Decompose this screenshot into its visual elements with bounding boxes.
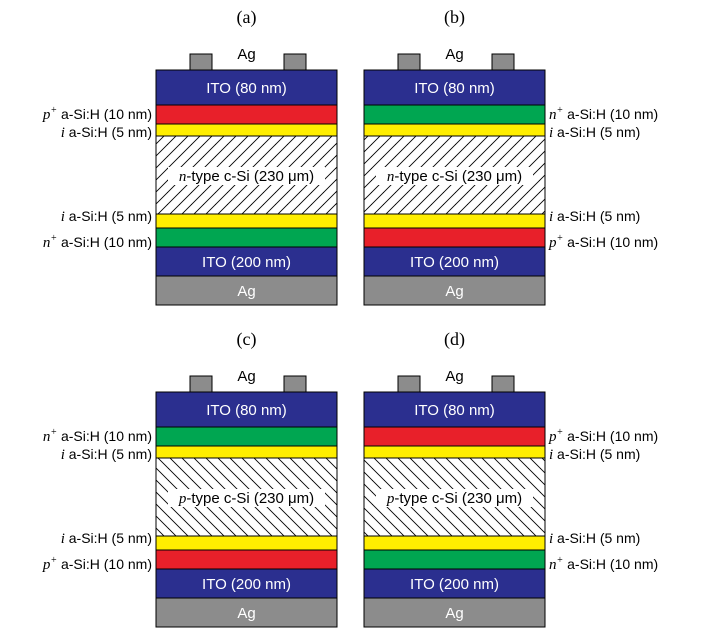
top-ito-label: ITO (80 nm)	[206, 80, 287, 97]
top-asi-layer	[155, 123, 338, 137]
top-asi-layer	[155, 104, 338, 125]
bottom-ag-layer	[155, 597, 338, 628]
bottom-ag-layer	[155, 275, 338, 306]
layer-side-label: i a-Si:H (5 nm)	[61, 530, 152, 547]
bottom-ito-layer	[363, 246, 546, 277]
bottom-asi-layer	[155, 213, 338, 229]
layer-side-label: n+ a-Si:H (10 nm)	[549, 105, 658, 123]
layer-side-label: p+ a-Si:H (10 nm)	[42, 555, 152, 573]
bottom-asi-layer	[363, 549, 546, 570]
bottom-ito-label: ITO (200 nm)	[410, 254, 499, 271]
ag-contact-label: Ag	[445, 368, 463, 385]
bottom-ito-label: ITO (200 nm)	[202, 254, 291, 271]
top-ito-layer	[155, 69, 338, 106]
layer-side-label: i a-Si:H (5 nm)	[549, 124, 640, 141]
wafer-label-bg	[168, 489, 325, 507]
panel-c: (c) Ag ITO (80 nm) p-type c-Si (230 μm) ITO …	[42, 329, 338, 628]
layer-side-label: n+ a-Si:H (10 nm)	[43, 233, 152, 251]
layer-side-label: i a-Si:H (5 nm)	[61, 208, 152, 225]
ag-finger-contact	[283, 375, 307, 393]
layer-side-label: i a-Si:H (5 nm)	[549, 530, 640, 547]
wafer-label: n-type c-Si (230 μm)	[387, 168, 522, 185]
panel-b: (b) Ag ITO (80 nm) n-type c-Si (230 μm) ITO …	[363, 7, 658, 306]
bottom-asi-layer	[155, 535, 338, 551]
bottom-ag-label: Ag	[445, 283, 463, 300]
top-asi-layer	[363, 426, 546, 447]
bottom-asi-layer	[363, 227, 546, 248]
wafer-label: p-type c-Si (230 μm)	[386, 490, 522, 507]
layer-side-label: i a-Si:H (5 nm)	[549, 446, 640, 463]
top-asi-layer	[363, 104, 546, 125]
panel-a: (a) Ag ITO (80 nm) n-type c-Si (230 μm) ITO …	[42, 7, 338, 306]
wafer-label: n-type c-Si (230 μm)	[179, 168, 314, 185]
layer-side-label: n+ a-Si:H (10 nm)	[43, 427, 152, 445]
top-asi-layer	[155, 426, 338, 447]
ag-finger-contact	[397, 375, 421, 393]
top-ito-label: ITO (80 nm)	[414, 402, 495, 419]
top-asi-layer	[363, 123, 546, 137]
layer-side-label: p+ a-Si:H (10 nm)	[42, 105, 152, 123]
panel-label: (d)	[444, 329, 465, 350]
ag-finger-contact	[189, 53, 213, 71]
ag-contact-label: Ag	[445, 46, 463, 63]
layer-side-label: i a-Si:H (5 nm)	[61, 124, 152, 141]
bottom-ag-label: Ag	[237, 605, 255, 622]
bottom-asi-layer	[363, 535, 546, 551]
layer-side-label: i a-Si:H (5 nm)	[549, 208, 640, 225]
layer-side-label: p+ a-Si:H (10 nm)	[548, 233, 658, 251]
top-ito-label: ITO (80 nm)	[414, 80, 495, 97]
ag-finger-contact	[491, 53, 515, 71]
bottom-ito-layer	[155, 568, 338, 599]
top-asi-layer	[363, 445, 546, 459]
bottom-asi-layer	[155, 549, 338, 570]
ag-finger-contact	[283, 53, 307, 71]
ag-finger-contact	[397, 53, 421, 71]
panel-label: (a)	[237, 7, 257, 28]
wafer-label: p-type c-Si (230 μm)	[178, 490, 314, 507]
top-ito-label: ITO (80 nm)	[206, 402, 287, 419]
panel-d: (d) Ag ITO (80 nm) p-type c-Si (230 μm) ITO …	[363, 329, 658, 628]
bottom-ag-layer	[363, 597, 546, 628]
bottom-ag-label: Ag	[237, 283, 255, 300]
top-asi-layer	[155, 445, 338, 459]
top-ito-layer	[155, 391, 338, 428]
panel-label: (b)	[444, 7, 465, 28]
ag-contact-label: Ag	[237, 46, 255, 63]
wafer-label-bg	[376, 489, 533, 507]
panel-label: (c)	[237, 329, 257, 350]
bottom-asi-layer	[363, 213, 546, 229]
bottom-ito-label: ITO (200 nm)	[202, 576, 291, 593]
ag-contact-label: Ag	[237, 368, 255, 385]
layer-side-label: p+ a-Si:H (10 nm)	[548, 427, 658, 445]
bottom-ag-label: Ag	[445, 605, 463, 622]
wafer-label-bg	[168, 167, 325, 185]
ag-finger-contact	[491, 375, 515, 393]
wafer-label-bg	[376, 167, 533, 185]
layer-side-label: n+ a-Si:H (10 nm)	[549, 555, 658, 573]
bottom-ito-label: ITO (200 nm)	[410, 576, 499, 593]
ag-finger-contact	[189, 375, 213, 393]
bottom-ag-layer	[363, 275, 546, 306]
layer-side-label: i a-Si:H (5 nm)	[61, 446, 152, 463]
bottom-asi-layer	[155, 227, 338, 248]
